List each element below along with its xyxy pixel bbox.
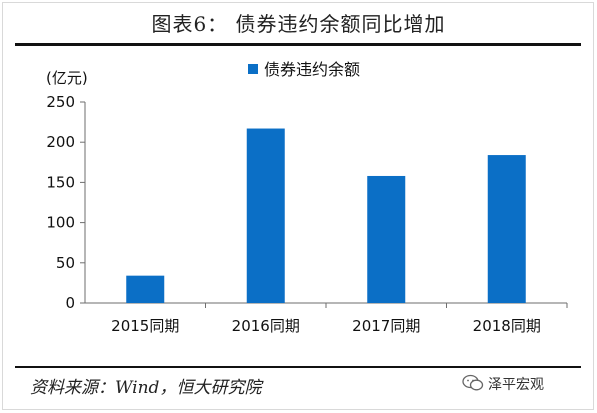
source-divider — [15, 366, 581, 368]
legend-swatch — [248, 64, 258, 74]
wechat-icon — [462, 374, 484, 391]
chart-title: 图表6： 债券违约余额同比增加 — [151, 12, 446, 36]
bar — [126, 275, 165, 303]
x-tick-label: 2016同期 — [232, 317, 300, 335]
x-tick-label: 2017同期 — [352, 317, 420, 335]
legend-label: 债券违约余额 — [264, 60, 360, 79]
y-tick-label: 150 — [46, 173, 75, 191]
watermark: 泽平宏观 — [462, 373, 572, 395]
y-tick-label: 100 — [46, 214, 75, 232]
y-tick-label: 0 — [65, 294, 75, 312]
y-axis-unit-label: (亿元) — [46, 69, 88, 87]
y-tick-label: 50 — [56, 254, 75, 272]
bar — [367, 175, 406, 303]
bar — [246, 128, 285, 303]
x-tick-label: 2018同期 — [473, 317, 541, 335]
y-tick-label: 200 — [46, 133, 75, 151]
watermark-text: 泽平宏观 — [488, 377, 544, 393]
y-tick-label: 250 — [46, 93, 75, 111]
bar — [487, 155, 526, 303]
source-note: 资料来源：Wind，恒大研究院 — [30, 378, 262, 398]
title-divider — [15, 43, 581, 46]
x-tick-label: 2015同期 — [111, 317, 179, 335]
